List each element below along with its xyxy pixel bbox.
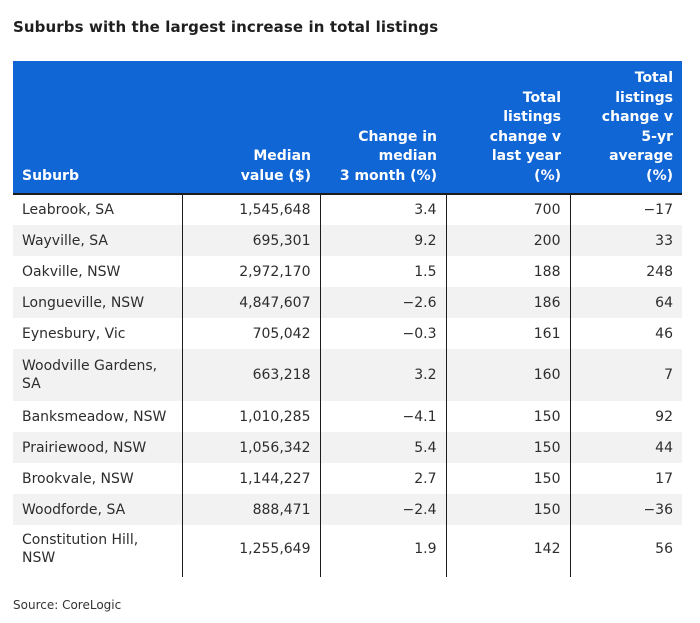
table-cell: 92 [569,401,682,432]
column-header: Suburb [13,61,182,195]
table-cell: 1,144,227 [181,463,320,494]
column-header: Median value ($) [182,61,320,195]
table-row: Longueville, NSW 4,847,607 −2.6 186 64 [13,287,682,318]
table-cell: 1.9 [319,525,446,577]
table-cell: 200 [445,225,570,256]
table-cell: Constitution Hill, NSW [13,525,182,577]
table-cell: 1,255,649 [181,525,320,577]
table-row: Woodville Gardens, SA 663,218 3.2 160 7 [13,349,682,401]
table-cell: 3.4 [319,194,446,225]
table-row: Wayville, SA 695,301 9.2 200 33 [13,225,682,256]
table-cell: Banksmeadow, NSW [13,401,182,432]
table-row: Oakville, NSW 2,972,170 1.5 188 248 [13,256,682,287]
table-cell: −2.4 [319,494,446,525]
table-cell: 5.4 [319,432,446,463]
table-row: Eynesbury, Vic 705,042 −0.3 161 46 [13,318,682,349]
header-row: Suburb Median value ($) Change in median 3… [13,61,682,195]
table-cell: 161 [445,318,570,349]
table-cell: 3.2 [319,349,446,401]
table-cell: 1,010,285 [181,401,320,432]
table-cell: −36 [569,494,682,525]
table-cell: 888,471 [181,494,320,525]
table-row: Prairiewood, NSW 1,056,342 5.4 150 44 [13,432,682,463]
table-cell: 1,545,648 [181,194,320,225]
source-note: Source: CoreLogic [13,598,122,612]
table-row: Brookvale, NSW 1,144,227 2.7 150 17 [13,463,682,494]
table-cell: Leabrook, SA [13,194,182,225]
table-cell: Longueville, NSW [13,287,182,318]
listings-table: Suburb Median value ($) Change in median 3… [13,61,682,577]
table-cell: 44 [569,432,682,463]
table-cell: 705,042 [181,318,320,349]
table-cell: 186 [445,287,570,318]
table-cell: 33 [569,225,682,256]
table-cell: 1,056,342 [181,432,320,463]
column-header: Change in median 3 month (%) [320,61,446,195]
table-cell: 56 [569,525,682,577]
table-cell: 2.7 [319,463,446,494]
table-cell: 1.5 [319,256,446,287]
table-cell: 695,301 [181,225,320,256]
column-header: Total listings change v last year (%) [446,61,570,195]
table-row: Banksmeadow, NSW 1,010,285 −4.1 150 92 [13,401,682,432]
table-cell: 2,972,170 [181,256,320,287]
table-cell: 17 [569,463,682,494]
table-cell: 160 [445,349,570,401]
table-cell: 64 [569,287,682,318]
table-cell: Prairiewood, NSW [13,432,182,463]
table-cell: 188 [445,256,570,287]
table-cell: 248 [569,256,682,287]
table-cell: 150 [445,432,570,463]
table-row: Woodforde, SA 888,471 −2.4 150 −36 [13,494,682,525]
table-cell: 46 [569,318,682,349]
table-cell: −2.6 [319,287,446,318]
table-cell: Eynesbury, Vic [13,318,182,349]
table-row: Leabrook, SA 1,545,648 3.4 700 −17 [13,194,682,225]
table-cell: 150 [445,494,570,525]
table-cell: 663,218 [181,349,320,401]
column-header: Total listings change v 5-yr average (%) [570,61,682,195]
table-cell: 700 [445,194,570,225]
table-cell: −4.1 [319,401,446,432]
table-cell: −0.3 [319,318,446,349]
table-cell: 4,847,607 [181,287,320,318]
table-cell: −17 [569,194,682,225]
chart-title: Suburbs with the largest increase in tot… [13,18,439,36]
table-cell: Brookvale, NSW [13,463,182,494]
table-cell: 7 [569,349,682,401]
table-cell: 9.2 [319,225,446,256]
table-cell: Woodville Gardens, SA [13,349,182,401]
table-cell: 150 [445,401,570,432]
table-cell: Wayville, SA [13,225,182,256]
table-cell: 142 [445,525,570,577]
table-header: Suburb Median value ($) Change in median 3… [13,61,682,195]
table-cell: Woodforde, SA [13,494,182,525]
table-row: Constitution Hill, NSW 1,255,649 1.9 142 56 [13,525,682,577]
table-body: Leabrook, SA 1,545,648 3.4 700 −17 Wayville, … [13,194,682,577]
table-cell: 150 [445,463,570,494]
table-cell: Oakville, NSW [13,256,182,287]
